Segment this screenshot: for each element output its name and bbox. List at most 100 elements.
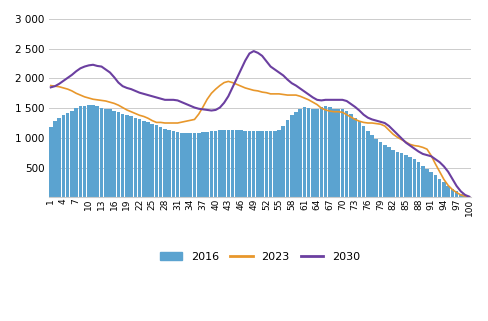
Bar [171,131,175,197]
Bar [213,131,217,197]
Bar [108,109,112,197]
Bar [323,106,326,197]
Bar [79,106,82,197]
Bar [201,132,204,197]
Bar [395,152,398,197]
Bar [366,131,369,197]
Bar [112,111,116,197]
Bar [100,108,103,197]
Bar [121,114,124,197]
Bar [222,130,225,197]
Bar [49,127,53,197]
Bar [319,107,323,197]
Bar [154,126,158,197]
Bar [289,115,293,197]
Bar [285,120,289,197]
Bar [416,162,420,197]
Bar [310,109,314,197]
Bar [150,124,154,197]
Bar [374,139,377,197]
Bar [167,130,171,197]
Bar [272,131,276,197]
Bar [74,108,78,197]
Bar [407,157,411,197]
Bar [125,115,128,197]
Bar [357,121,361,197]
Bar [243,131,246,197]
Legend: 2016, 2023, 2030: 2016, 2023, 2030 [155,247,364,266]
Bar [390,150,394,197]
Bar [454,191,457,197]
Bar [163,129,166,197]
Bar [331,109,335,197]
Bar [298,109,302,197]
Bar [428,172,432,197]
Bar [277,130,280,197]
Bar [294,112,297,197]
Bar [226,130,230,197]
Bar [230,130,234,197]
Bar [57,118,61,197]
Bar [256,131,259,197]
Bar [340,109,344,197]
Bar [306,108,310,197]
Bar [251,131,255,197]
Bar [66,113,69,197]
Bar [116,112,120,197]
Bar [159,127,162,197]
Bar [369,135,373,197]
Bar [184,133,187,197]
Bar [399,153,403,197]
Bar [378,142,382,197]
Bar [209,131,213,197]
Bar [281,126,285,197]
Bar [53,121,57,197]
Bar [180,133,183,197]
Bar [146,122,149,197]
Bar [218,130,221,197]
Bar [462,195,466,197]
Bar [441,182,445,197]
Bar [142,121,145,197]
Bar [260,131,264,197]
Bar [87,105,90,197]
Bar [386,147,390,197]
Bar [70,111,74,197]
Bar [336,109,339,197]
Bar [235,130,238,197]
Bar [138,119,141,197]
Bar [264,131,267,197]
Bar [61,115,65,197]
Bar [104,109,107,197]
Bar [420,166,424,197]
Bar [247,131,251,197]
Bar [403,155,407,197]
Bar [239,130,243,197]
Bar [315,109,318,197]
Bar [425,169,428,197]
Bar [176,132,179,197]
Bar [437,179,441,197]
Bar [382,145,386,197]
Bar [361,126,365,197]
Bar [353,118,356,197]
Bar [458,194,462,197]
Bar [327,107,331,197]
Bar [188,133,192,197]
Bar [302,107,305,197]
Bar [268,131,272,197]
Bar [192,133,196,197]
Bar [82,106,86,197]
Bar [91,105,95,197]
Bar [433,175,436,197]
Bar [95,106,99,197]
Bar [446,186,449,197]
Bar [348,114,352,197]
Bar [129,117,133,197]
Bar [197,133,200,197]
Bar [133,118,137,197]
Bar [449,189,453,197]
Bar [205,132,208,197]
Bar [412,159,415,197]
Bar [344,110,348,197]
